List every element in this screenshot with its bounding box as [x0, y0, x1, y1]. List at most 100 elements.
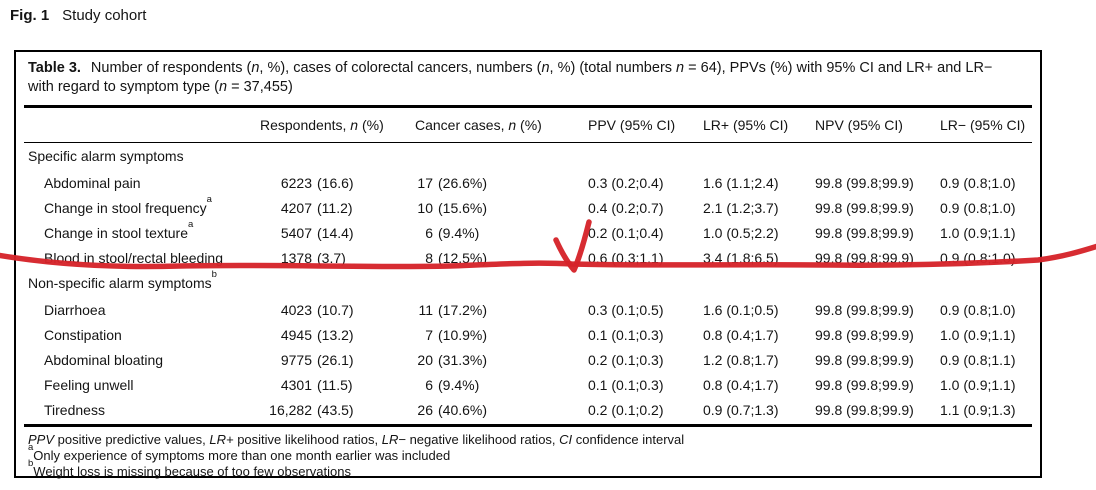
table-row-blood-in-stool: Blood in stool/rectal bleeding 1378 (3.7)… [24, 245, 1032, 270]
lr-plus-cell: 1.0 (0.5;2.2) [703, 224, 779, 241]
lr-minus-cell: 0.9 (0.8;1.0) [940, 174, 1016, 191]
cancer-cases-cell: 11 (17.2%) [415, 302, 588, 318]
respondents-pct: (10.7) [317, 301, 354, 318]
footnote-text: Weight loss is missing because of too fe… [33, 464, 351, 479]
footnote-text: confidence interval [572, 432, 685, 447]
symptom-cell: Diarrhoea [24, 302, 260, 318]
respondents-n: 4301 [280, 376, 312, 393]
header-text: (%) [516, 117, 542, 133]
respondents-n: 1378 [280, 249, 312, 266]
col-header-lr-plus: LR+ (95% CI) [703, 117, 789, 133]
table-row-constipation: Constipation 4945 (13.2) 7 (10.9%) 0.1 (0.… [24, 322, 1032, 347]
section-title-non-specific-alarm-symptoms: Non-specific alarm symptomsb [24, 270, 1032, 297]
table-number-label: Table 3. [28, 60, 81, 76]
npv-cell: 99.8 (99.8;99.9) [815, 199, 914, 216]
ppv-cell: 0.2 (0.1;0.3) [588, 351, 664, 368]
symptom-label: Abdominal bloating [44, 351, 164, 368]
section-title-text: Non-specific alarm symptoms [28, 275, 212, 291]
lr-minus-cell: 1.0 (0.9;1.1) [940, 326, 1016, 343]
ppv-cell: 0.1 (0.1;0.3) [588, 376, 664, 393]
footnote-text: positive likelihood ratios, [233, 432, 382, 447]
respondents-n: 6223 [280, 174, 312, 191]
section-title-text: Specific alarm symptoms [28, 148, 184, 164]
caption-italic-n: n [251, 60, 260, 76]
table-header-row: Respondents, n (%) Cancer cases, n (%) P… [24, 108, 1032, 143]
npv-cell: 99.8 (99.8;99.9) [815, 376, 914, 393]
section-title-specific-alarm-symptoms: Specific alarm symptoms [24, 143, 1032, 170]
figure-title: Study cohort [62, 7, 147, 24]
col-header-respondents: Respondents, n (%) [260, 117, 415, 133]
cancer-n: 6 [425, 376, 433, 393]
lr-plus-cell: 2.1 (1.2;3.7) [703, 199, 779, 216]
lr-minus-cell: 0.9 (0.8;1.1) [940, 351, 1016, 368]
caption-text: = 37,455) [227, 79, 293, 95]
caption-text: , %), cases of colorectal cancers, numbe… [259, 60, 542, 76]
figure-label: Fig. 1 [10, 7, 50, 24]
respondents-pct: (11.5) [317, 376, 353, 393]
symptom-cell: Constipation [24, 327, 260, 343]
cancer-n: 7 [425, 326, 433, 343]
symptom-label: Change in stool texture [44, 224, 188, 241]
caption-italic-n: n [676, 60, 685, 76]
figure-heading: Fig. 1 Study cohort [10, 7, 146, 24]
ppv-cell: 0.3 (0.1;0.5) [588, 301, 664, 318]
lr-minus-cell: 1.0 (0.9;1.1) [940, 224, 1016, 241]
npv-cell: 99.8 (99.8;99.9) [815, 301, 914, 318]
respondents-n: 4023 [280, 301, 312, 318]
cancer-cases-cell: 7 (10.9%) [415, 327, 588, 343]
symptom-cell: Feeling unwell [24, 377, 260, 393]
respondents-pct: (16.6) [317, 174, 354, 191]
respondents-cell: 4945 (13.2) [260, 327, 415, 343]
respondents-cell: 4023 (10.7) [260, 302, 415, 318]
table-row-diarrhoea: Diarrhoea 4023 (10.7) 11 (17.2%) 0.3 (0.1;… [24, 297, 1032, 322]
cancer-pct: (31.3%) [438, 351, 488, 368]
npv-cell: 99.8 (99.8;99.9) [815, 249, 914, 266]
cancer-n: 10 [417, 199, 433, 216]
table-footnotes: PPV positive predictive values, LR+ posi… [24, 424, 1032, 480]
lr-plus-cell: 0.8 (0.4;1.7) [703, 376, 779, 393]
table-row-change-in-stool-frequency: Change in stool frequencya 4207 (11.2) 10… [24, 195, 1032, 220]
npv-cell: 99.8 (99.8;99.9) [815, 174, 914, 191]
cancer-pct: (10.9%) [438, 326, 488, 343]
footnote-term: LR+ [209, 432, 234, 447]
cancer-n: 11 [418, 301, 433, 318]
lr-plus-cell: 0.9 (0.7;1.3) [703, 401, 779, 418]
footnote-term: PPV [28, 432, 55, 447]
respondents-n: 9775 [280, 351, 312, 368]
cancer-n: 20 [417, 351, 433, 368]
symptom-cell: Change in stool texturea [24, 220, 260, 241]
respondents-n: 4207 [280, 199, 312, 216]
npv-cell: 99.8 (99.8;99.9) [815, 351, 914, 368]
caption-text: = 64), PPVs (%) with 95% CI and LR+ and … [684, 60, 993, 76]
header-italic-n: n [508, 117, 517, 133]
lr-minus-cell: 0.9 (0.8;1.0) [940, 249, 1016, 266]
respondents-cell: 6223 (16.6) [260, 175, 415, 191]
lr-plus-cell: 1.2 (0.8;1.7) [703, 351, 779, 368]
lr-minus-cell: 0.9 (0.8;1.0) [940, 301, 1016, 318]
cancer-pct: (40.6%) [438, 401, 488, 418]
npv-cell: 99.8 (99.8;99.9) [815, 224, 914, 241]
table-row-abdominal-pain: Abdominal pain 6223 (16.6) 17 (26.6%) 0.3 … [24, 170, 1032, 195]
footnote-term: CI [559, 432, 573, 447]
cancer-n: 8 [425, 249, 433, 266]
symptom-cell: Change in stool frequencya [24, 195, 260, 216]
symptom-label: Feeling unwell [44, 376, 134, 393]
caption-italic-n: n [541, 60, 550, 76]
header-text: (%) [358, 117, 384, 133]
table-row-feeling-unwell: Feeling unwell 4301 (11.5) 6 (9.4%) 0.1 (0… [24, 372, 1032, 397]
lr-minus-cell: 1.1 (0.9;1.3) [940, 401, 1016, 418]
ppv-cell: 0.1 (0.1;0.3) [588, 326, 664, 343]
symptom-label: Abdominal pain [44, 174, 141, 191]
respondents-cell: 5407 (14.4) [260, 225, 415, 241]
respondents-cell: 9775 (26.1) [260, 352, 415, 368]
symptom-label: Tiredness [44, 401, 105, 418]
respondents-pct: (11.2) [317, 199, 353, 216]
ppv-cell: 0.6 (0.3;1.1) [588, 249, 664, 266]
cancer-cases-cell: 6 (9.4%) [415, 377, 588, 393]
table-row-change-in-stool-texture: Change in stool texturea 5407 (14.4) 6 (9.… [24, 220, 1032, 245]
header-text: Cancer cases, [415, 117, 509, 133]
cancer-n: 6 [425, 224, 433, 241]
col-header-cancer-cases: Cancer cases, n (%) [415, 117, 588, 133]
cancer-pct: (15.6%) [438, 199, 488, 216]
respondents-n: 4945 [280, 326, 312, 343]
